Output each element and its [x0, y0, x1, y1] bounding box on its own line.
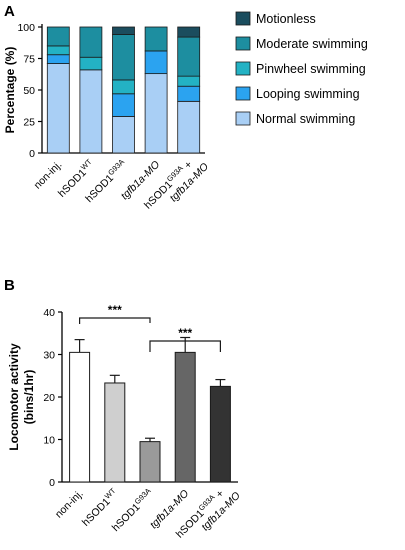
panel-b-y-tick-label: 40: [43, 307, 55, 319]
panel-a-y-tick-label: 25: [23, 116, 35, 128]
panel-a-legend-label: Motionless: [256, 12, 316, 26]
panel-a-bar-segment: [144, 73, 168, 154]
panel-a-bars: [46, 26, 201, 154]
panel-a-bar-segment: [112, 26, 135, 35]
panel-a-legend-label: Pinwheel swimming: [256, 62, 366, 76]
panel-b-bar: [69, 351, 91, 483]
panel-a-bar-segment: [112, 116, 135, 154]
panel-a-bar-segment: [177, 26, 201, 38]
panel-a-y-axis-label: Percentage (%): [3, 47, 17, 134]
panel-b-y-tick-label: 30: [43, 349, 55, 361]
panel-a-bar-segment: [112, 79, 135, 95]
panel-a-legend-swatch: [235, 36, 251, 51]
panel-a-legend-label: Moderate swimming: [256, 37, 368, 51]
panel-a-x-label-sup: G93A: [106, 157, 126, 177]
panel-a-bar-segment: [112, 34, 135, 81]
panel-b-significance-label: ***: [178, 326, 192, 340]
panel-a-bar-segment: [46, 26, 70, 47]
panel-a-legend-swatch: [235, 111, 251, 126]
panel-a-y-tick-label: 75: [23, 53, 35, 65]
panel-a-bar-segment: [144, 50, 168, 75]
panel-a-y-tick-label: 0: [29, 148, 35, 160]
panel-a-legend-swatch: [235, 61, 251, 76]
panel-a-legend-swatch: [235, 11, 251, 26]
panel-b-x-label-sup: G93A: [133, 486, 153, 506]
panel-a-bar-segment: [46, 45, 70, 56]
panel-a-bar-segment: [177, 36, 201, 77]
panel-a-bar-segment: [177, 100, 201, 154]
panel-a-bar-segment: [46, 63, 70, 154]
panel-b-bar: [139, 441, 161, 483]
panel-b-bar: [209, 385, 231, 483]
panel-a-legend: Motionless Moderate swimming Pinwheel swim…: [235, 11, 368, 126]
panel-a-legend-label: Normal swimming: [256, 112, 355, 126]
panel-a-legend-swatch: [235, 86, 251, 101]
panel-b-x-labels: non-inj.hSOD1WThSOD1G93Atgfb1a-MOhSOD1G9…: [53, 486, 243, 541]
panel-b-bars: [69, 336, 231, 483]
panel-b-x-label-text: non-inj.: [53, 488, 86, 521]
panel-a-bar-segment: [79, 69, 103, 154]
panel-a-x-labels: non-inj.hSOD1WThSOD1G93Atgfb1a-MOhSOD1G9…: [32, 157, 212, 212]
panel-a-legend-label: Looping swimming: [256, 87, 360, 101]
panel-b-y-axis-unit: (bins/1hr): [22, 370, 36, 425]
panel-b-x-label: non-inj.: [53, 488, 86, 521]
panel-a-bar-segment: [144, 26, 168, 52]
panel-b-significance: *** ***: [79, 303, 221, 352]
panel-a-bar-segment: [79, 26, 103, 58]
panel-b-y-tick-label: 10: [43, 434, 55, 446]
panel-b-significance-bracket: [149, 340, 221, 352]
panel-a-y-tick-label: 100: [17, 22, 35, 34]
panel-b-significance-bracket: [79, 317, 151, 324]
panel-b-x-label-main: non-inj.: [53, 488, 86, 521]
panel-a-axes: 0 25 50 75 100: [17, 22, 205, 160]
panel-a-bar-segment: [177, 75, 201, 87]
panel-a-bar-segment: [79, 56, 103, 71]
panel-b-significance-label: ***: [108, 303, 122, 317]
panel-a-bar-segment: [46, 54, 70, 64]
panel-b-y-axis-label: Locomotor activity: [7, 343, 21, 451]
panel-b-y-tick-label: 20: [43, 392, 55, 404]
panel-b-y-tick-label: 0: [49, 477, 55, 489]
panel-b-label: B: [4, 277, 15, 294]
panel-a-stacked-bar-chart: A Percentage (%) 0 25 50 75 100 non-inj.hSOD…: [3, 3, 368, 212]
panel-a-bar-segment: [112, 93, 135, 117]
panel-b-bar: [104, 382, 126, 483]
panel-b-bar: [174, 351, 196, 483]
panel-a-y-tick-label: 50: [23, 85, 35, 97]
panel-a-bar-segment: [177, 85, 201, 102]
panel-b-bar-chart: B Locomotor activity (bins/1hr) 0 10 20 30 4…: [4, 277, 243, 541]
panel-a-label: A: [4, 3, 15, 20]
